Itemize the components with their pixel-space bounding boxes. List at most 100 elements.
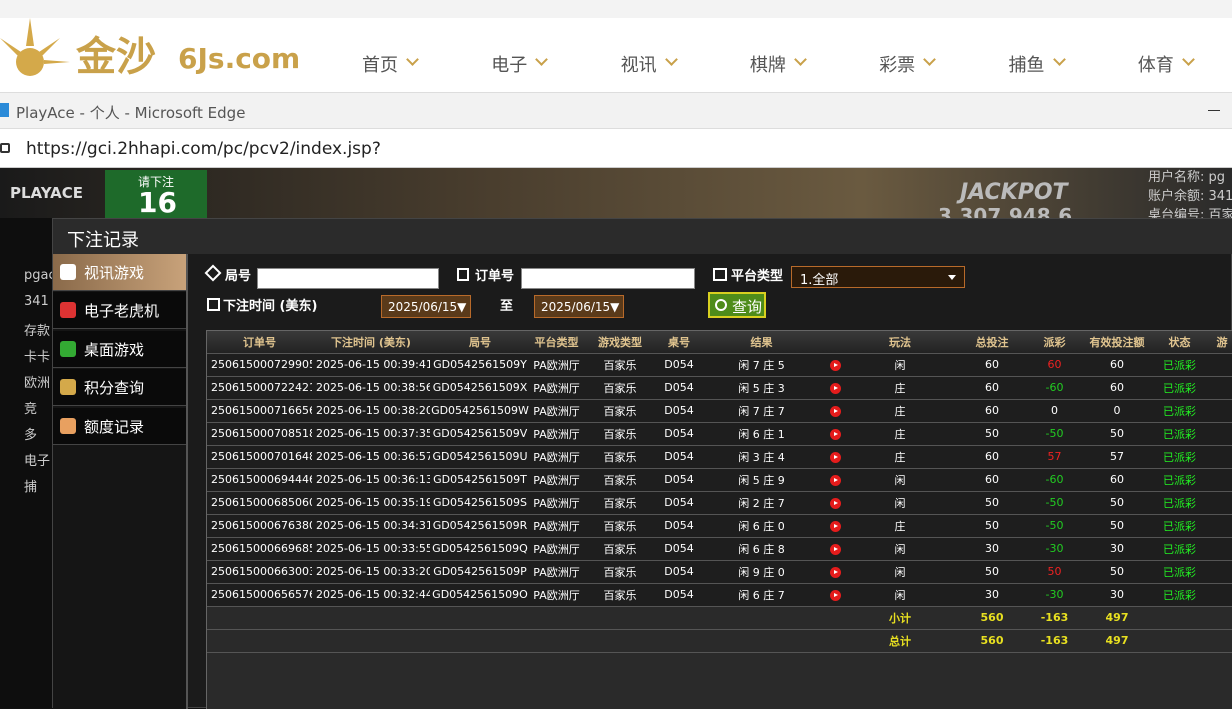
date-from[interactable]: 2025/06/15▼: [381, 295, 471, 318]
cell: GD0542561509R: [430, 514, 530, 538]
cell: D054: [657, 514, 701, 538]
play-icon[interactable]: [829, 451, 841, 463]
menu-item[interactable]: 电子老虎机: [53, 292, 186, 330]
title-bar: PlayAce - 个人 - Microsoft Edge: [0, 92, 1232, 128]
side-text: 卡卡: [24, 350, 51, 365]
cell: [430, 606, 530, 630]
address-bar: https://gci.2hhapi.com/pc/pcv2/index.jsp…: [0, 128, 1232, 168]
cell: 2025-06-15 00:38:56: [312, 376, 430, 400]
side-text: 存款: [24, 324, 51, 339]
play-icon[interactable]: [829, 474, 841, 486]
cell: 57: [1077, 445, 1157, 469]
menu-icon: [60, 340, 76, 357]
site-header: 金沙 6Js.com 首页 电子 视讯 棋牌 彩票 捕鱼 体育: [0, 18, 1232, 92]
menu-label: 桌面游戏: [84, 340, 145, 359]
nav-item[interactable]: 棋牌: [749, 55, 786, 76]
cell: GD0542561509X: [430, 376, 530, 400]
cell: 250615000701648: [207, 445, 312, 469]
header-cell: 平台类型: [530, 331, 583, 354]
cell: 闲: [848, 537, 952, 561]
row: 250615000708518 2025-06-15 00:37:35 GD0542…: [207, 422, 1232, 446]
menu-item[interactable]: 额度记录: [53, 407, 186, 445]
cell: -50: [1032, 514, 1077, 538]
play-cell: [822, 422, 848, 446]
logo-cn: 金沙: [76, 33, 156, 80]
cell: [207, 606, 312, 630]
play-icon[interactable]: [829, 520, 841, 532]
play-icon[interactable]: [829, 589, 841, 601]
cell: 已派彩: [1157, 514, 1202, 538]
filter-label: 至: [500, 299, 514, 314]
url[interactable]: https://gci.2hhapi.com/pc/pcv2/index.jsp…: [26, 139, 381, 159]
play-icon[interactable]: [829, 497, 841, 509]
cell: 250615000708518: [207, 422, 312, 446]
header-cell: 玩法: [848, 331, 952, 354]
cell: 0: [1077, 399, 1157, 423]
cell: 50: [1077, 514, 1157, 538]
cell: -50: [1032, 491, 1077, 515]
nav-item[interactable]: 首页: [362, 55, 398, 76]
filter-label: 局号: [225, 269, 252, 284]
cell: GD0542561509U: [430, 445, 530, 469]
table-area: 订单号 下注时间 (美东) 局号 平台类型 游戏类型 桌号 结果 玩法 总投注 派彩 有效投注额 状态…: [206, 330, 1232, 709]
play-icon[interactable]: [829, 359, 841, 371]
play-cell: [822, 514, 848, 538]
header-cell: 状态: [1157, 331, 1202, 354]
cell: [1202, 422, 1232, 446]
cell: 50: [952, 514, 1032, 538]
cell: 60: [1077, 353, 1157, 377]
cell: [1202, 514, 1232, 538]
text-input[interactable]: [257, 268, 439, 289]
play-icon[interactable]: [829, 566, 841, 578]
nav-item[interactable]: 视讯: [620, 55, 657, 76]
cell: 闲: [848, 583, 952, 607]
cell: PA欧洲厅: [530, 491, 583, 515]
cell: 庄: [848, 376, 952, 400]
side-text: pgac: [24, 268, 52, 283]
cell: [583, 606, 657, 630]
cell: GD0542561509S: [430, 491, 530, 515]
play-icon[interactable]: [829, 543, 841, 555]
cell: 百家乐: [583, 514, 657, 538]
app-icon: [0, 103, 9, 117]
total-label: 小计: [848, 606, 952, 630]
header-row: 订单号 下注时间 (美东) 局号 平台类型 游戏类型 桌号 结果 玩法 总投注 派彩 有效投注额 状态…: [207, 331, 1232, 354]
side-text: 欧洲: [24, 376, 51, 391]
cell: 已派彩: [1157, 353, 1202, 377]
play-cell: [822, 491, 848, 515]
text-input[interactable]: [521, 268, 695, 289]
nav-item[interactable]: 彩票: [879, 55, 916, 76]
play-icon[interactable]: [829, 405, 841, 417]
menu-item[interactable]: 积分查询: [53, 369, 186, 407]
query-button[interactable]: 查询: [708, 292, 766, 318]
total-row: 总计 560 -163 497: [207, 629, 1232, 653]
cell: 60: [952, 353, 1032, 377]
cell: -50: [1032, 422, 1077, 446]
row: 250615000729905 2025-06-15 00:39:41 GD0542…: [207, 353, 1232, 377]
row: 250615000722421 2025-06-15 00:38:56 GD0542…: [207, 376, 1232, 400]
date-to[interactable]: 2025/06/15▼: [534, 295, 624, 318]
menu-item[interactable]: 视讯游戏: [53, 254, 186, 291]
row: 250615000669685 2025-06-15 00:33:55 GD0542…: [207, 537, 1232, 561]
total-bet: 560: [952, 629, 1032, 653]
row: 250615000656576 2025-06-15 00:32:44 GD0542…: [207, 583, 1232, 607]
cell: 已派彩: [1157, 399, 1202, 423]
menu-item[interactable]: 桌面游戏: [53, 330, 186, 368]
cell: [312, 629, 430, 653]
cell: 闲 6 庄 0: [701, 514, 822, 538]
minimize[interactable]: [1208, 110, 1220, 111]
play-icon[interactable]: [829, 428, 841, 440]
cell: GD0542561509W: [430, 399, 530, 423]
cell: 百家乐: [583, 537, 657, 561]
nav-item[interactable]: 捕鱼: [1008, 55, 1045, 76]
nav-item[interactable]: 电子: [491, 55, 528, 76]
nav-item[interactable]: 体育: [1137, 55, 1174, 76]
cell: 250615000722421: [207, 376, 312, 400]
platform-select[interactable]: 1.全部: [791, 266, 965, 288]
bet-box: [105, 170, 207, 218]
cell: 250615000729905: [207, 353, 312, 377]
cell: 百家乐: [583, 583, 657, 607]
header-cell: 下注时间 (美东): [312, 331, 430, 354]
play-icon[interactable]: [829, 382, 841, 394]
